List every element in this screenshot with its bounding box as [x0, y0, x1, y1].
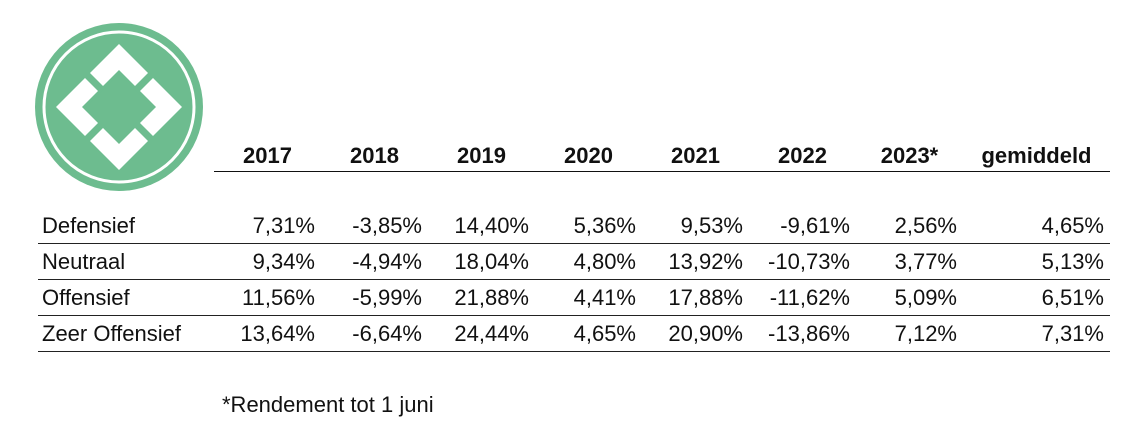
table-cell: 4,41%	[535, 279, 642, 316]
header-year: 2021	[642, 135, 749, 172]
table-cell: 4,65%	[535, 315, 642, 352]
table-cell-average: 7,31%	[963, 315, 1110, 352]
table-cell: -6,64%	[321, 315, 428, 352]
row-label: Zeer Offensief	[38, 315, 214, 352]
table-row: Defensief 7,31% -3,85% 14,40% 5,36% 9,53…	[38, 208, 1110, 244]
table-cell: 21,88%	[428, 279, 535, 316]
table-cell: 14,40%	[428, 208, 535, 244]
table-cell: 18,04%	[428, 243, 535, 280]
header-year: 2018	[321, 135, 428, 172]
table-cell: 5,09%	[856, 279, 963, 316]
returns-table-container: 2017 2018 2019 2020 2021 2022 2023* gemi…	[38, 135, 1110, 352]
table-row: Zeer Offensief 13,64% -6,64% 24,44% 4,65…	[38, 315, 1110, 352]
table-cell: 4,80%	[535, 243, 642, 280]
header-blank	[38, 135, 214, 172]
spacer-cell	[38, 172, 1110, 209]
header-row: 2017 2018 2019 2020 2021 2022 2023* gemi…	[38, 135, 1110, 172]
footnote: *Rendement tot 1 juni	[222, 392, 434, 417]
table-cell: -13,86%	[749, 315, 856, 352]
table-cell: 3,77%	[856, 243, 963, 280]
table-cell: 17,88%	[642, 279, 749, 316]
table-cell: -10,73%	[749, 243, 856, 280]
header-average: gemiddeld	[963, 135, 1110, 172]
table-cell: 13,64%	[214, 315, 321, 352]
table-cell: -9,61%	[749, 208, 856, 244]
header-year: 2017	[214, 135, 321, 172]
table-cell: 9,34%	[214, 243, 321, 280]
table-cell: -3,85%	[321, 208, 428, 244]
row-label: Neutraal	[38, 243, 214, 280]
table-row: Offensief 11,56% -5,99% 21,88% 4,41% 17,…	[38, 279, 1110, 316]
table-cell: 13,92%	[642, 243, 749, 280]
table-cell: 24,44%	[428, 315, 535, 352]
table-cell: 9,53%	[642, 208, 749, 244]
header-year: 2019	[428, 135, 535, 172]
table-cell: 11,56%	[214, 279, 321, 316]
header-year: 2020	[535, 135, 642, 172]
table-cell: -4,94%	[321, 243, 428, 280]
row-label: Defensief	[38, 208, 214, 244]
spacer-row	[38, 172, 1110, 209]
table-cell: 7,12%	[856, 315, 963, 352]
table-cell: 7,31%	[214, 208, 321, 244]
row-label: Offensief	[38, 279, 214, 316]
table-cell: 20,90%	[642, 315, 749, 352]
table-cell-average: 6,51%	[963, 279, 1110, 316]
header-year: 2022	[749, 135, 856, 172]
table-cell-average: 4,65%	[963, 208, 1110, 244]
table-cell: -11,62%	[749, 279, 856, 316]
returns-table: 2017 2018 2019 2020 2021 2022 2023* gemi…	[38, 135, 1110, 352]
table-cell: -5,99%	[321, 279, 428, 316]
header-year: 2023*	[856, 135, 963, 172]
table-row: Neutraal 9,34% -4,94% 18,04% 4,80% 13,92…	[38, 243, 1110, 280]
table-cell: 2,56%	[856, 208, 963, 244]
table-cell: 5,36%	[535, 208, 642, 244]
table-cell-average: 5,13%	[963, 243, 1110, 280]
diamond-cross-logo-icon	[34, 22, 204, 192]
